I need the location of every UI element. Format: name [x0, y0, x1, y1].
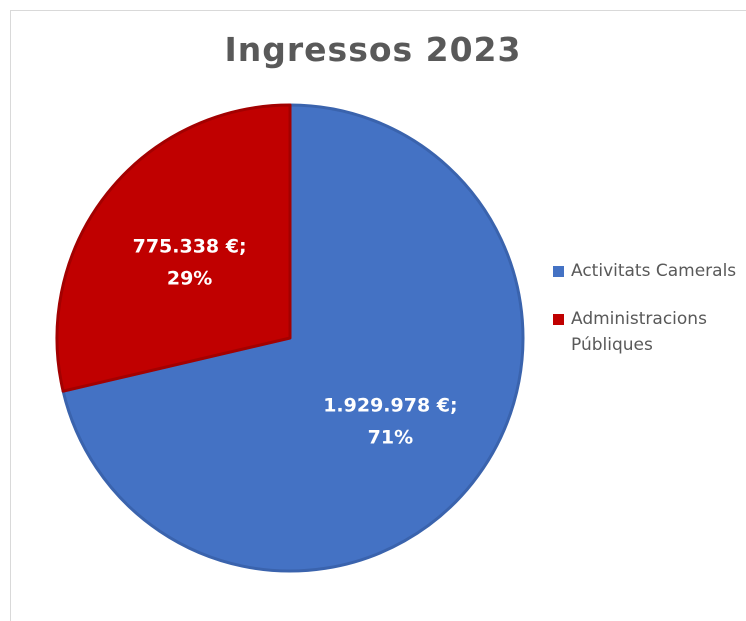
legend-label: Activitats Camerals [571, 261, 737, 281]
legend-item-activitats-camerals: Activitats Camerals [553, 258, 746, 284]
legend-swatch-administracions-publiques [553, 314, 564, 325]
chart-title: Ingressos 2023 [224, 30, 522, 69]
data-label-value-0: 1.929.978 €; [323, 395, 457, 417]
legend-label: Administracions Públiques [571, 309, 707, 355]
pie-slice-1 [55, 103, 292, 393]
data-label-value-1: 775.338 €; [133, 235, 247, 257]
pie-slice-0 [61, 103, 525, 573]
legend-swatch-activitats-camerals [553, 266, 564, 277]
legend: Activitats Camerals Administracions Públ… [553, 258, 746, 380]
data-label-percent-0: 71% [368, 427, 413, 449]
legend-item-administracions-publiques: Administracions Públiques [553, 306, 746, 358]
data-label-percent-1: 29% [167, 267, 212, 289]
